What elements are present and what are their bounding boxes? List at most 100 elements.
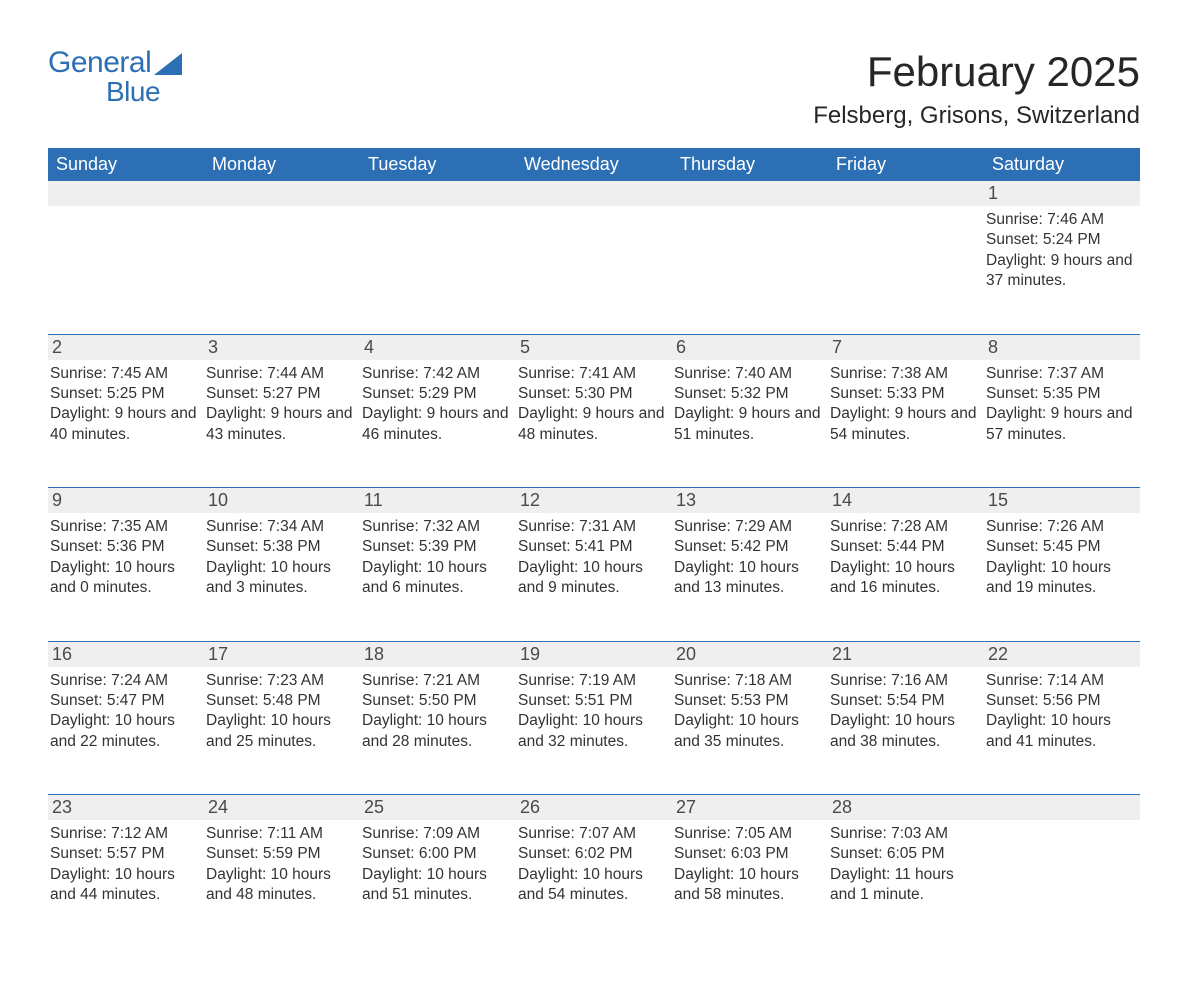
brand-general: General <box>48 48 151 78</box>
sunrise-text: Sunrise: 7:31 AM <box>518 517 668 537</box>
day-details: Sunrise: 7:24 AMSunset: 5:47 PMDaylight:… <box>48 667 204 765</box>
daylight-text: Daylight: 10 hours and 3 minutes. <box>206 558 356 599</box>
sunrise-text: Sunrise: 7:32 AM <box>362 517 512 537</box>
day-number <box>828 181 984 206</box>
day-cell <box>516 206 672 334</box>
day-number-row: 1 <box>48 181 1140 206</box>
day-details: Sunrise: 7:34 AMSunset: 5:38 PMDaylight:… <box>204 513 360 611</box>
day-cell: Sunrise: 7:46 AMSunset: 5:24 PMDaylight:… <box>984 206 1140 334</box>
sunset-text: Sunset: 6:02 PM <box>518 844 668 864</box>
day-details: Sunrise: 7:29 AMSunset: 5:42 PMDaylight:… <box>672 513 828 611</box>
day-number <box>48 181 204 206</box>
day-number: 9 <box>48 488 204 514</box>
sunset-text: Sunset: 5:25 PM <box>50 384 200 404</box>
sunset-text: Sunset: 5:39 PM <box>362 537 512 557</box>
day-details: Sunrise: 7:12 AMSunset: 5:57 PMDaylight:… <box>48 820 204 918</box>
day-cell <box>48 206 204 334</box>
daylight-text: Daylight: 9 hours and 40 minutes. <box>50 404 200 445</box>
daylight-text: Daylight: 9 hours and 46 minutes. <box>362 404 512 445</box>
day-details: Sunrise: 7:31 AMSunset: 5:41 PMDaylight:… <box>516 513 672 611</box>
weekday-header: Wednesday <box>516 148 672 181</box>
day-number: 25 <box>360 795 516 821</box>
day-details: Sunrise: 7:38 AMSunset: 5:33 PMDaylight:… <box>828 360 984 458</box>
calendar-table: Sunday Monday Tuesday Wednesday Thursday… <box>48 148 1140 948</box>
day-content-row: Sunrise: 7:45 AMSunset: 5:25 PMDaylight:… <box>48 360 1140 488</box>
daylight-text: Daylight: 10 hours and 48 minutes. <box>206 865 356 906</box>
sunrise-text: Sunrise: 7:19 AM <box>518 671 668 691</box>
day-details: Sunrise: 7:07 AMSunset: 6:02 PMDaylight:… <box>516 820 672 918</box>
day-number: 6 <box>672 334 828 360</box>
day-number <box>360 181 516 206</box>
daylight-text: Daylight: 9 hours and 57 minutes. <box>986 404 1136 445</box>
sunset-text: Sunset: 5:50 PM <box>362 691 512 711</box>
day-cell: Sunrise: 7:19 AMSunset: 5:51 PMDaylight:… <box>516 667 672 795</box>
sunset-text: Sunset: 5:47 PM <box>50 691 200 711</box>
sunrise-text: Sunrise: 7:21 AM <box>362 671 512 691</box>
sunset-text: Sunset: 5:42 PM <box>674 537 824 557</box>
day-cell: Sunrise: 7:29 AMSunset: 5:42 PMDaylight:… <box>672 513 828 641</box>
sunset-text: Sunset: 5:51 PM <box>518 691 668 711</box>
daylight-text: Daylight: 10 hours and 41 minutes. <box>986 711 1136 752</box>
sunset-text: Sunset: 5:36 PM <box>50 537 200 557</box>
day-number: 13 <box>672 488 828 514</box>
sunrise-text: Sunrise: 7:26 AM <box>986 517 1136 537</box>
day-cell: Sunrise: 7:18 AMSunset: 5:53 PMDaylight:… <box>672 667 828 795</box>
day-number: 26 <box>516 795 672 821</box>
day-cell: Sunrise: 7:12 AMSunset: 5:57 PMDaylight:… <box>48 820 204 948</box>
day-details: Sunrise: 7:21 AMSunset: 5:50 PMDaylight:… <box>360 667 516 765</box>
daylight-text: Daylight: 10 hours and 54 minutes. <box>518 865 668 906</box>
sunrise-text: Sunrise: 7:09 AM <box>362 824 512 844</box>
day-details: Sunrise: 7:41 AMSunset: 5:30 PMDaylight:… <box>516 360 672 458</box>
weekday-header: Friday <box>828 148 984 181</box>
day-details: Sunrise: 7:37 AMSunset: 5:35 PMDaylight:… <box>984 360 1140 458</box>
location-subtitle: Felsberg, Grisons, Switzerland <box>813 102 1140 130</box>
daylight-text: Daylight: 9 hours and 51 minutes. <box>674 404 824 445</box>
daylight-text: Daylight: 10 hours and 58 minutes. <box>674 865 824 906</box>
day-number: 20 <box>672 641 828 667</box>
daylight-text: Daylight: 10 hours and 35 minutes. <box>674 711 824 752</box>
day-number-row: 2345678 <box>48 334 1140 360</box>
sunrise-text: Sunrise: 7:35 AM <box>50 517 200 537</box>
daylight-text: Daylight: 10 hours and 16 minutes. <box>830 558 980 599</box>
day-details: Sunrise: 7:18 AMSunset: 5:53 PMDaylight:… <box>672 667 828 765</box>
sunrise-text: Sunrise: 7:46 AM <box>986 210 1136 230</box>
day-content-row: Sunrise: 7:35 AMSunset: 5:36 PM Daylight:… <box>48 513 1140 641</box>
weekday-header-row: Sunday Monday Tuesday Wednesday Thursday… <box>48 148 1140 181</box>
day-cell: Sunrise: 7:26 AMSunset: 5:45 PMDaylight:… <box>984 513 1140 641</box>
sunset-text: Sunset: 5:44 PM <box>830 537 980 557</box>
day-number: 16 <box>48 641 204 667</box>
sunrise-text: Sunrise: 7:03 AM <box>830 824 980 844</box>
sunset-text: Sunset: 5:24 PM <box>986 230 1136 250</box>
sunset-text: Sunset: 5:38 PM <box>206 537 356 557</box>
day-number: 4 <box>360 334 516 360</box>
sunset-text: Sunset: 5:45 PM <box>986 537 1136 557</box>
day-number: 19 <box>516 641 672 667</box>
day-number <box>204 181 360 206</box>
sunrise-text: Sunrise: 7:07 AM <box>518 824 668 844</box>
sunrise-text: Sunrise: 7:18 AM <box>674 671 824 691</box>
day-cell: Sunrise: 7:16 AMSunset: 5:54 PMDaylight:… <box>828 667 984 795</box>
day-cell <box>204 206 360 334</box>
day-details: Sunrise: 7:28 AMSunset: 5:44 PMDaylight:… <box>828 513 984 611</box>
weekday-header: Tuesday <box>360 148 516 181</box>
day-cell: Sunrise: 7:05 AMSunset: 6:03 PMDaylight:… <box>672 820 828 948</box>
daylight-text: Daylight: 10 hours and 25 minutes. <box>206 711 356 752</box>
daylight-text: Daylight: 10 hours and 6 minutes. <box>362 558 512 599</box>
day-cell: Sunrise: 7:40 AMSunset: 5:32 PMDaylight:… <box>672 360 828 488</box>
daylight-text: Daylight: 10 hours and 44 minutes. <box>50 865 200 906</box>
day-content-row: Sunrise: 7:46 AMSunset: 5:24 PMDaylight:… <box>48 206 1140 334</box>
day-cell: Sunrise: 7:45 AMSunset: 5:25 PMDaylight:… <box>48 360 204 488</box>
day-number-row: 16171819202122 <box>48 641 1140 667</box>
daylight-text: Daylight: 11 hours and 1 minute. <box>830 865 980 906</box>
day-number: 1 <box>984 181 1140 206</box>
day-number <box>672 181 828 206</box>
daylight-text: Daylight: 10 hours and 28 minutes. <box>362 711 512 752</box>
brand-logo: General Blue <box>48 48 182 106</box>
day-cell <box>984 820 1140 948</box>
day-cell: Sunrise: 7:34 AMSunset: 5:38 PMDaylight:… <box>204 513 360 641</box>
sunset-text: Sunset: 5:53 PM <box>674 691 824 711</box>
weekday-header: Sunday <box>48 148 204 181</box>
day-number-row: 9101112131415 <box>48 488 1140 514</box>
sunrise-text: Sunrise: 7:24 AM <box>50 671 200 691</box>
day-number-row: 232425262728 <box>48 795 1140 821</box>
